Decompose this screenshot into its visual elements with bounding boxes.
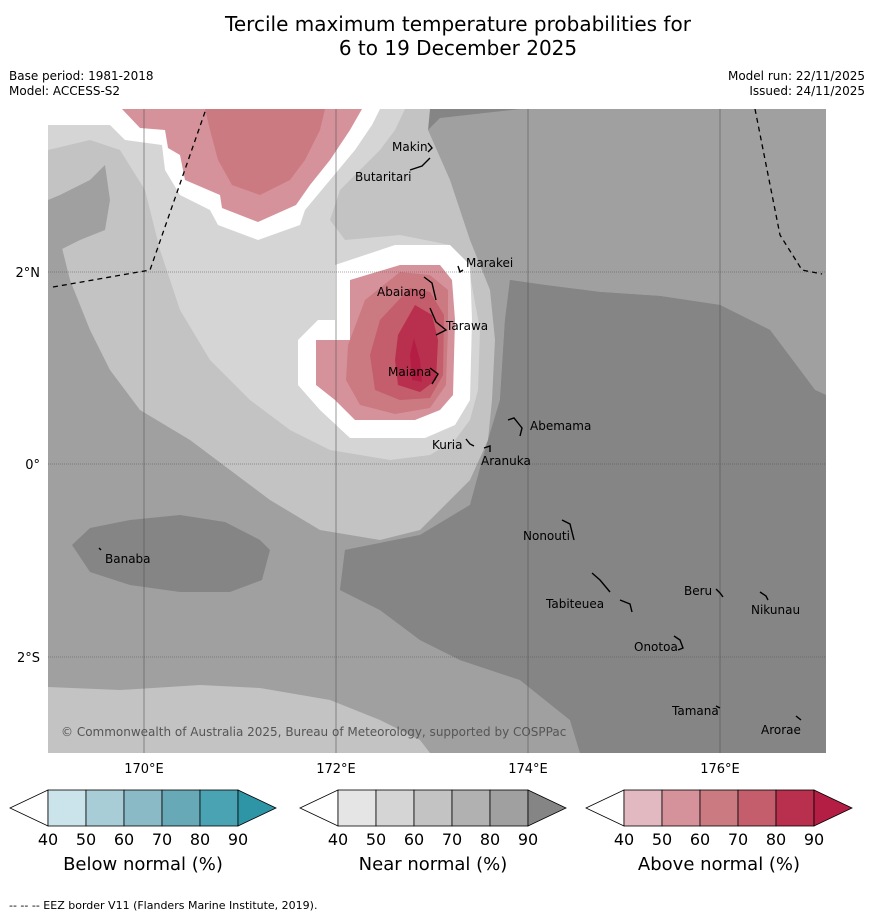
colorbar-segment	[123, 789, 163, 827]
island-outlines	[98, 142, 802, 721]
colorbar-tick: 80	[190, 830, 210, 849]
contour-tarawa-above-90	[410, 338, 422, 382]
colorbar-tick: 70	[152, 830, 172, 849]
colorbar-segment	[623, 789, 663, 827]
contour-near-strip	[430, 109, 826, 140]
lon-label-174e: 174°E	[508, 762, 548, 777]
contour-near-dark-east	[340, 109, 826, 753]
colorbar-tick: 40	[614, 830, 634, 849]
colorbar-near: 40 50 60 70 80 90 Near normal (%)	[299, 789, 567, 875]
label-onotoa: Onotoa	[634, 640, 678, 654]
colorbar-tick: 80	[480, 830, 500, 849]
colorbar-segment	[775, 789, 815, 827]
colorbar-tick: 60	[690, 830, 710, 849]
label-tabiteuea: Tabiteuea	[545, 597, 604, 611]
label-makin: Makin	[392, 140, 428, 154]
lat-label-2n: 2°N	[16, 266, 41, 281]
latitude-labels: 2°N 0° 2°S	[16, 266, 41, 666]
colorbar-tick: 90	[228, 830, 248, 849]
title-line-2: 6 to 19 December 2025	[338, 36, 578, 60]
label-marakei: Marakei	[466, 256, 513, 270]
model-run: Model run: 22/11/2025	[727, 69, 865, 83]
gridlines	[48, 271, 826, 658]
colorbar-tick: 40	[38, 830, 58, 849]
label-abaiang: Abaiang	[377, 285, 426, 299]
colorbar-tick: 70	[442, 830, 462, 849]
lat-label-2s: 2°S	[17, 651, 40, 666]
colorbar-extend-low	[585, 789, 625, 827]
meta-right: Model run: 22/11/2025 Issued: 24/11/2025	[728, 69, 865, 99]
colorbar-tick: 50	[652, 830, 672, 849]
colorbar-tick: 40	[328, 830, 348, 849]
label-arorae: Arorae	[761, 723, 801, 737]
colorbar-below: 40 50 60 70 80 90 Below normal (%)	[9, 789, 277, 875]
model-name: Model: ACCESS-S2	[9, 84, 121, 98]
lon-label-172e: 172°E	[316, 762, 356, 777]
colorbar-extend-high	[237, 789, 277, 827]
longitude-labels: 170°E 172°E 174°E 176°E	[124, 762, 740, 777]
contour-banaba-dark	[72, 515, 270, 592]
label-nikunau: Nikunau	[751, 603, 800, 617]
colorbar-tick: 50	[76, 830, 96, 849]
colorbar-extend-high	[527, 789, 567, 827]
colorbar-segment	[47, 789, 87, 827]
colorbar-extend-low	[9, 789, 49, 827]
colorbar-segment	[199, 789, 239, 827]
lat-label-0: 0°	[25, 458, 40, 473]
label-beru: Beru	[684, 584, 712, 598]
label-nonouti: Nonouti	[523, 529, 570, 543]
label-maiana: Maiana	[388, 365, 431, 379]
eez-footnote: -- -- -- EEZ border V11 (Flanders Marine…	[9, 899, 318, 912]
colorbars: 40 50 60 70 80 90 Below normal (%) 40 50 60 70 80 90…	[9, 789, 853, 875]
contour-bottom-light	[48, 685, 430, 753]
colorbar-tick: 50	[366, 830, 386, 849]
label-abemama: Abemama	[530, 419, 591, 433]
base-period: Base period: 1981-2018	[9, 69, 154, 83]
colorbar-segment	[737, 789, 777, 827]
copyright-credit: © Commonwealth of Australia 2025, Bureau…	[61, 725, 566, 739]
colorbar-segment	[161, 789, 201, 827]
contour-west-edge	[48, 150, 110, 255]
colorbar-segment	[661, 789, 701, 827]
contour-top-above-60	[205, 109, 325, 195]
colorbar-tick: 60	[404, 830, 424, 849]
map-area: Makin Butaritari Marakei Abaiang Tarawa …	[48, 109, 826, 753]
colorbar-title: Near normal (%)	[359, 854, 508, 875]
label-aranuka: Aranuka	[481, 454, 531, 468]
colorbar-extend-low	[299, 789, 339, 827]
colorbar-title: Above normal (%)	[638, 854, 800, 875]
colorbar-tick: 90	[804, 830, 824, 849]
label-tamana: Tamana	[671, 704, 719, 718]
colorbar-segment	[337, 789, 377, 827]
meridians	[143, 109, 721, 753]
map-title: Tercile maximum temperature probabilitie…	[0, 12, 873, 60]
colorbar-segment	[413, 789, 453, 827]
colorbar-tick: 70	[728, 830, 748, 849]
island-labels: Makin Butaritari Marakei Abaiang Tarawa …	[105, 140, 801, 737]
colorbar-segment	[489, 789, 529, 827]
lon-label-176e: 176°E	[700, 762, 740, 777]
eez-border	[52, 109, 823, 288]
colorbar-title: Below normal (%)	[63, 854, 223, 875]
colorbar-extend-high	[813, 789, 853, 827]
title-line-1: Tercile maximum temperature probabilitie…	[225, 12, 691, 36]
label-butaritari: Butaritari	[355, 170, 412, 184]
colorbar-segment	[451, 789, 491, 827]
label-banaba: Banaba	[105, 552, 151, 566]
label-kuria: Kuria	[432, 438, 463, 452]
colorbar-segment	[375, 789, 415, 827]
colorbar-tick: 90	[518, 830, 538, 849]
colorbar-segment	[699, 789, 739, 827]
colorbar-segment	[85, 789, 125, 827]
colorbar-tick: 80	[766, 830, 786, 849]
lon-label-170e: 170°E	[124, 762, 164, 777]
meta-left: Base period: 1981-2018 Model: ACCESS-S2	[9, 69, 154, 99]
issued-date: Issued: 24/11/2025	[749, 84, 865, 98]
label-tarawa: Tarawa	[445, 319, 488, 333]
colorbar-tick: 60	[114, 830, 134, 849]
